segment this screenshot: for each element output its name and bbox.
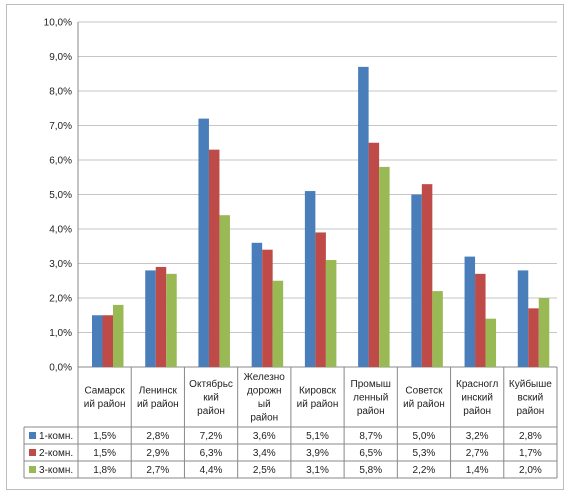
bar-3-комн. bbox=[113, 304, 124, 367]
data-table-value: 2,8% bbox=[146, 431, 169, 442]
data-table-value: 2,0% bbox=[519, 465, 542, 476]
data-table-value: 1,5% bbox=[93, 431, 116, 442]
data-table-value: 4,4% bbox=[200, 465, 223, 476]
bar-1-комн. bbox=[517, 270, 529, 367]
legend-label: 1-комн. bbox=[39, 431, 73, 442]
category-label: район bbox=[516, 406, 544, 417]
category-label: район bbox=[197, 406, 225, 417]
data-table-value: 5,1% bbox=[306, 431, 329, 442]
bar-3-комн. bbox=[379, 166, 390, 367]
bar-1-комн. bbox=[92, 315, 103, 367]
category-label: район bbox=[250, 413, 278, 424]
bar-3-комн. bbox=[485, 318, 497, 367]
legend-label: 3-комн. bbox=[39, 465, 73, 476]
y-tick-label: 0,0% bbox=[49, 363, 72, 374]
data-table-value: 2,5% bbox=[253, 465, 276, 476]
category-label: Самарск bbox=[84, 386, 125, 397]
data-table-value: 7,2% bbox=[200, 431, 223, 442]
data-table-value: 1,8% bbox=[93, 465, 116, 476]
data-table-value: 5,8% bbox=[359, 465, 382, 476]
bar-1-комн. bbox=[198, 118, 209, 367]
bar-2-комн. bbox=[155, 266, 167, 367]
bar-3-комн. bbox=[219, 215, 230, 367]
category-label: дорожн bbox=[247, 386, 282, 397]
bar-1-комн. bbox=[358, 66, 369, 367]
y-tick-label: 3,0% bbox=[49, 259, 72, 270]
data-table-value: 1,4% bbox=[466, 465, 489, 476]
category-label: ий район bbox=[84, 399, 126, 410]
bar-3-комн. bbox=[166, 273, 177, 367]
bar-2-комн. bbox=[368, 142, 380, 367]
data-table-value: 5,3% bbox=[413, 448, 436, 459]
y-tick-label: 7,0% bbox=[49, 121, 72, 132]
data-table-value: 1,5% bbox=[93, 448, 116, 459]
data-table-value: 2,8% bbox=[519, 431, 542, 442]
y-tick-label: 10,0% bbox=[44, 18, 72, 29]
chart-frame bbox=[6, 4, 564, 490]
data-table-value: 8,7% bbox=[359, 431, 382, 442]
y-tick-label: 8,0% bbox=[49, 87, 72, 98]
bar-2-комн. bbox=[475, 273, 486, 367]
data-table-value: 2,7% bbox=[146, 465, 169, 476]
bar-3-комн. bbox=[272, 280, 284, 367]
legend-key-2-комн. bbox=[29, 449, 36, 456]
bar-1-комн. bbox=[251, 242, 263, 367]
data-table-value: 2,9% bbox=[146, 448, 169, 459]
bar-2-комн. bbox=[262, 249, 273, 367]
bar-2-комн. bbox=[102, 315, 113, 367]
data-table-value: 1,7% bbox=[519, 448, 542, 459]
y-tick-label: 5,0% bbox=[49, 190, 72, 201]
category-label: Куйбыше bbox=[509, 378, 552, 390]
y-tick-label: 2,0% bbox=[49, 294, 72, 305]
y-tick-label: 6,0% bbox=[49, 156, 72, 167]
category-label: Кировск bbox=[299, 386, 337, 397]
category-label: кий bbox=[203, 392, 219, 403]
category-label: район bbox=[463, 406, 491, 417]
bar-2-комн. bbox=[315, 232, 326, 367]
data-table-value: 3,6% bbox=[253, 431, 276, 442]
bar-3-комн. bbox=[432, 291, 443, 367]
y-tick-label: 1,0% bbox=[49, 328, 72, 339]
data-table-value: 3,1% bbox=[306, 465, 329, 476]
category-label: Ленинск bbox=[139, 386, 178, 397]
bar-3-комн. bbox=[325, 260, 337, 367]
data-table-value: 5,0% bbox=[413, 431, 436, 442]
category-label: Промыш bbox=[351, 379, 391, 390]
legend-key-1-комн. bbox=[29, 432, 36, 439]
category-label: ый bbox=[258, 399, 271, 410]
category-label: Советск bbox=[405, 386, 443, 397]
bar-2-комн. bbox=[528, 308, 539, 367]
category-label: район bbox=[357, 406, 385, 417]
y-tick-label: 4,0% bbox=[49, 225, 72, 236]
category-label: инский bbox=[461, 392, 493, 403]
bar-2-комн. bbox=[421, 184, 433, 367]
data-table-value: 3,2% bbox=[466, 431, 489, 442]
category-label: Красногл bbox=[456, 379, 498, 390]
y-tick-label: 9,0% bbox=[49, 52, 72, 63]
category-label: ий район bbox=[137, 399, 179, 410]
category-label: ленный bbox=[353, 392, 388, 403]
bar-2-комн. bbox=[208, 149, 220, 367]
category-label: ий район bbox=[403, 399, 445, 410]
category-label: вский bbox=[518, 392, 544, 403]
data-table-value: 6,3% bbox=[200, 448, 223, 459]
data-table-value: 3,4% bbox=[253, 448, 276, 459]
bar-1-комн. bbox=[145, 270, 156, 367]
data-table-value: 3,9% bbox=[306, 448, 329, 459]
data-table-value: 2,2% bbox=[413, 465, 436, 476]
data-table-value: 2,7% bbox=[466, 448, 489, 459]
legend-label: 2-комн. bbox=[39, 448, 73, 459]
category-label: Железно bbox=[244, 372, 286, 383]
bar-1-комн. bbox=[304, 191, 316, 367]
bar-3-комн. bbox=[538, 298, 550, 367]
category-label: ий район bbox=[297, 399, 339, 410]
legend-key-3-комн. bbox=[29, 466, 36, 473]
bar-1-комн. bbox=[411, 194, 422, 367]
data-table-value: 6,5% bbox=[359, 448, 382, 459]
category-label: Октябрьс bbox=[189, 378, 233, 390]
bar-1-комн. bbox=[464, 256, 476, 367]
